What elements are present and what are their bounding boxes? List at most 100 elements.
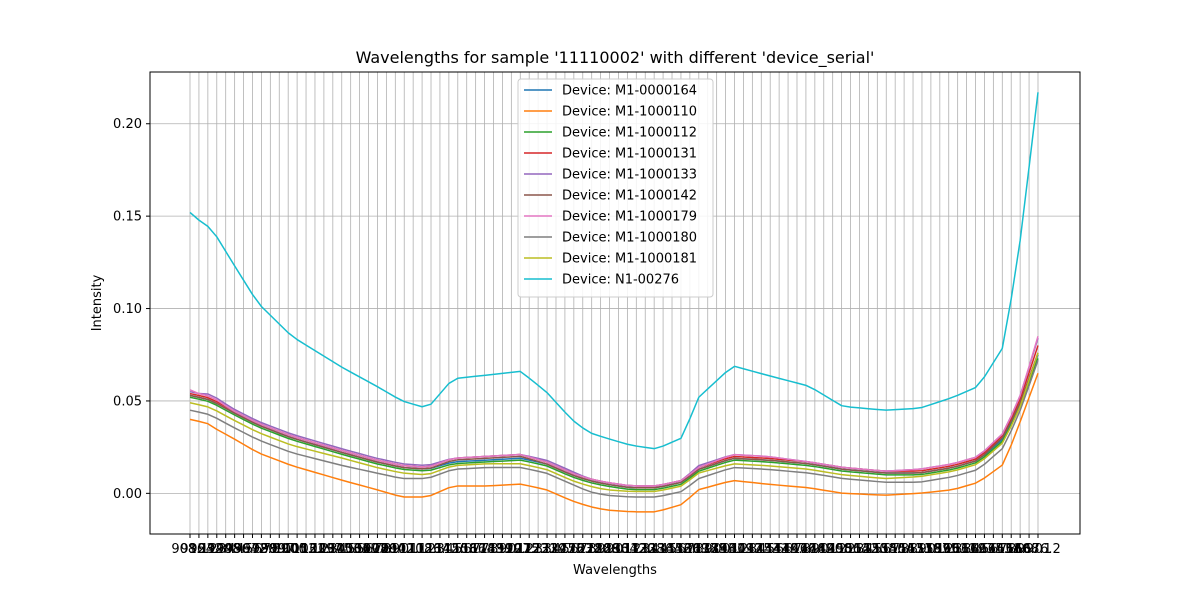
y-axis-label: Intensity [90, 274, 105, 331]
x-tick-label: 1207.3 [498, 542, 544, 557]
x-tick-label: 1554.9 [881, 542, 927, 557]
y-tick-label: 0.20 [113, 117, 142, 132]
x-tick-label: 1069.8 [346, 542, 392, 557]
chart-title: Wavelengths for sample '11110002' with d… [356, 48, 875, 68]
legend: Device: M1-0000164 Device: M1-1000110 Devi… [517, 78, 714, 298]
x-tick-label: 1417.5 [730, 542, 776, 557]
x-tick-label: 956.6 [225, 542, 262, 557]
x-tick-label: 1360.9 [667, 542, 713, 557]
series-line [189, 352, 1039, 489]
x-tick-label: 1457.9 [774, 542, 820, 557]
x-tick-label: 1118.3 [399, 542, 445, 557]
x-tick-label: 908.1 [171, 542, 208, 557]
x-tick-label: 964.7 [234, 542, 271, 557]
x-tick-label: 1312.4 [614, 542, 660, 557]
x-tick-label: 1174.9 [462, 542, 508, 557]
plot-frame [149, 71, 1081, 535]
x-tick-label: 948.5 [216, 542, 253, 557]
series-lines [189, 92, 1039, 513]
y-tick-label: 0.15 [113, 210, 142, 225]
x-tick-label: 1385.1 [694, 542, 740, 557]
x-tick-label: 1280.0 [578, 542, 624, 557]
x-tick-label: 1094.1 [373, 542, 419, 557]
x-tick-label: 1506.4 [828, 542, 874, 557]
y-tick-label: 0.10 [113, 302, 142, 317]
series-line [189, 352, 1039, 493]
x-tick-label: 1425.6 [739, 542, 785, 557]
legend-entry: Device: M1-1000142 [562, 189, 697, 204]
x-tick-label: 1676.2 [1015, 542, 1061, 557]
x-tick-label: 997.0 [270, 542, 307, 557]
x-tick-label: 932.4 [198, 542, 235, 557]
x-tick-label: 1005.1 [274, 542, 320, 557]
legend-box [517, 78, 714, 298]
x-tick-label: 1263.9 [560, 542, 606, 557]
x-tick-label: 1110.2 [390, 542, 436, 557]
x-tick-label: 1393.2 [703, 542, 749, 557]
x-tick-label: 940.4 [207, 542, 244, 557]
x-tick-label: 1522.6 [846, 542, 892, 557]
x-tick-label: 1336.6 [640, 542, 686, 557]
x-tick-label: 1013.2 [283, 542, 329, 557]
x-tick-label: 1668.1 [1006, 542, 1052, 557]
x-tick-label: 1651.9 [988, 542, 1034, 557]
x-tick-label: 1611.5 [944, 542, 990, 557]
x-tick-label: 1158.7 [444, 542, 490, 557]
x-tick-label: 1660.0 [997, 542, 1043, 557]
x-tick-label: 1538.8 [864, 542, 910, 557]
x-tick-label: 1563.0 [890, 542, 936, 557]
x-tick-label: 1271.9 [569, 542, 615, 557]
x-tick-label: 1401.3 [712, 542, 758, 557]
series-line [189, 358, 1039, 491]
x-tick-label: 1466.0 [783, 542, 829, 557]
x-tick-label: 1296.2 [596, 542, 642, 557]
x-tick-label: 1142.6 [426, 542, 472, 557]
x-tick-label: 972.8 [243, 542, 280, 557]
x-tick-label: 1223.4 [515, 542, 561, 557]
y-tick-label: 0.00 [113, 487, 142, 502]
x-tick-label: 1126.4 [408, 542, 454, 557]
legend-entry: Device: M1-1000112 [562, 126, 697, 141]
x-tick-label: 1288.1 [587, 542, 633, 557]
x-tick-label: 1546.8 [872, 542, 918, 557]
x-tick-label: 1490.2 [810, 542, 856, 557]
x-tick-label: 1514.5 [837, 542, 883, 557]
x-tick-label: 1239.6 [533, 542, 579, 557]
legend-entry: Device: M1-1000179 [562, 210, 697, 225]
x-tick-label: 1627.7 [962, 542, 1008, 557]
x-tick-label: 1595.3 [926, 542, 972, 557]
x-tick-label: 1183.0 [471, 542, 517, 557]
x-tick-label: 1619.6 [953, 542, 999, 557]
x-tick-label: 1231.5 [524, 542, 570, 557]
x-tick-label: 1449.8 [765, 542, 811, 557]
x-tick-label: 1433.6 [747, 542, 793, 557]
x-tick-label: 924.3 [189, 542, 226, 557]
series-line [189, 92, 1039, 450]
x-tick-label: 1571.1 [899, 542, 945, 557]
x-tick-label: 1369.0 [676, 542, 722, 557]
x-tick-label: 1215.3 [506, 542, 552, 557]
x-tick-label: 1021.3 [292, 542, 338, 557]
series-line [189, 372, 1039, 513]
x-ticks: 908.1916.2924.3932.4940.4948.5956.6964.7… [171, 534, 1061, 557]
x-tick-label: 1304.3 [605, 542, 651, 557]
x-tick-label: 1053.6 [328, 542, 374, 557]
x-tick-label: 1643.9 [980, 542, 1026, 557]
x-tick-label: 1166.8 [453, 542, 499, 557]
x-tick-label: 1635.8 [971, 542, 1017, 557]
x-tick-label: 1320.4 [622, 542, 668, 557]
x-tick-label: 1199.2 [489, 542, 535, 557]
x-tick-label: 989.0 [261, 542, 298, 557]
x-tick-label: 1077.9 [355, 542, 401, 557]
x-tick-label: 1029.4 [301, 542, 347, 557]
x-tick-label: 1603.4 [935, 542, 981, 557]
series-line [189, 360, 1039, 498]
legend-entry: Device: M1-1000133 [562, 168, 697, 183]
x-tick-label: 1037.5 [310, 542, 356, 557]
legend-entry: Device: M1-1000181 [562, 252, 697, 267]
legend-entry: Device: M1-0000164 [562, 84, 697, 99]
y-ticks: 0.00 0.05 0.10 0.15 0.20 [113, 117, 150, 502]
legend-entry: Device: M1-1000110 [562, 105, 697, 120]
x-tick-label: 1587.3 [917, 542, 963, 557]
x-tick-label: 1530.7 [855, 542, 901, 557]
